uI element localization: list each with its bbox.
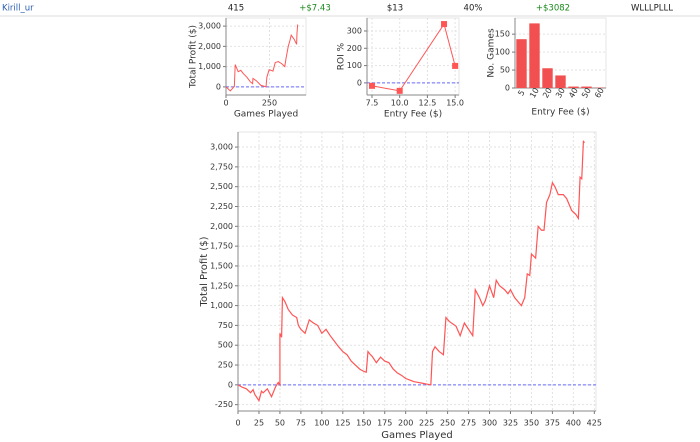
bar [555, 75, 566, 88]
x-axis-title: Games Played [381, 430, 453, 441]
x-tick-label: 125 [335, 419, 350, 428]
marker [368, 82, 375, 89]
chart: 0 100 200 300 7.5 10.0 12.5 15.0 Entry Fee ($) RO… [337, 17, 464, 120]
bar [581, 86, 592, 88]
x-axis-title: Games Played [234, 110, 298, 120]
bar [516, 39, 527, 88]
bar [568, 86, 579, 88]
x-tick-label: 0 [235, 419, 240, 428]
y-tick-label: 2,500 [210, 182, 233, 191]
y-tick-label: 0 [505, 84, 510, 93]
y-tick-label: 2,000 [210, 222, 233, 231]
x-tick-label: 5 [516, 89, 526, 98]
x-tick-label: 175 [377, 419, 392, 428]
marker [441, 21, 448, 28]
x-tick-label: 250 [262, 99, 277, 108]
bar [542, 68, 553, 88]
y-axis-title: Total Profit ($) [199, 236, 210, 307]
x-tick-label: 400 [566, 419, 581, 428]
x-tick-label: 25 [254, 419, 264, 428]
x-tick-label: 325 [503, 419, 518, 428]
chart: -25002505007501,0001,2501,5001,7502,0002… [199, 131, 602, 441]
x-tick-label: 350 [524, 419, 539, 428]
y-tick-label: 150 [495, 30, 510, 39]
avg-profit: +$7.43 [299, 4, 330, 14]
x-tick-label: 200 [398, 419, 413, 428]
y-axis-title: No. Games [487, 28, 497, 78]
x-tick-label: 40 [567, 86, 580, 99]
x-tick-label: 10 [528, 86, 541, 99]
total-profit: +$3082 [536, 4, 570, 14]
x-tick-label: 30 [554, 86, 567, 99]
player-row: Kirill_ur 415 +$7.43 $13 40% +$3082 WLLL… [0, 0, 700, 17]
player-name[interactable]: Kirill_ur [2, 4, 34, 14]
plot-area [237, 131, 597, 412]
x-tick-label: 375 [545, 419, 560, 428]
roi: 40% [464, 4, 483, 14]
y-tick-label: 1,250 [210, 281, 233, 290]
x-tick-label: 50 [275, 419, 285, 428]
streak: WLLLPLLL [631, 4, 673, 14]
x-axis-title: Entry Fee ($) [531, 108, 589, 118]
y-tick-label: 100 [347, 61, 362, 70]
x-tick-label: 225 [419, 419, 434, 428]
x-tick-label: 100 [314, 419, 329, 428]
x-tick-label: 7.5 [366, 99, 379, 108]
x-tick-label: 150 [356, 419, 371, 428]
bar [529, 23, 540, 89]
y-tick-label: -250 [215, 400, 233, 409]
y-tick-label: 500 [218, 341, 233, 350]
x-tick-label: 60 [593, 86, 606, 99]
y-tick-label: 3,000 [210, 143, 233, 152]
y-tick-label: 1,750 [210, 242, 233, 251]
x-tick-label: 250 [440, 419, 455, 428]
y-tick-label: 100 [495, 48, 510, 57]
avg-stake: $13 [387, 4, 403, 14]
x-tick-label: 10.0 [391, 99, 409, 108]
y-tick-label: 3,000 [198, 22, 221, 31]
x-tick-label: 75 [296, 419, 306, 428]
line [237, 140, 585, 403]
x-tick-label: 425 [587, 419, 602, 428]
line [371, 22, 456, 92]
chart: 0 1,000 2,000 3,000 0 250 Games Played Total Pr… [189, 17, 307, 120]
y-tick-label: 1,000 [198, 62, 221, 71]
x-axis-title: Entry Fee ($) [384, 110, 442, 120]
y-tick-label: 2,000 [198, 42, 221, 51]
x-tick-label: 15.0 [446, 99, 464, 108]
x-tick-label: 12.5 [419, 99, 437, 108]
y-tick-label: 250 [218, 361, 233, 370]
y-tick-label: 1,500 [210, 261, 233, 270]
x-tick-label: 300 [482, 419, 497, 428]
y-tick-label: 2,250 [210, 202, 233, 211]
y-tick-label: 750 [218, 321, 233, 330]
y-tick-label: 0 [228, 380, 233, 389]
y-tick-label: 200 [347, 44, 362, 53]
y-tick-label: 0 [216, 82, 221, 91]
marker [396, 87, 403, 94]
y-tick-label: 300 [347, 26, 362, 35]
x-tick-label: 275 [461, 419, 476, 428]
row-bg [0, 0, 700, 16]
x-tick-label: 20 [541, 86, 554, 99]
y-axis-title: ROI % [337, 42, 347, 70]
y-tick-label: 50 [500, 66, 510, 75]
x-tick-label: 50 [580, 86, 593, 99]
y-tick-label: 1,000 [210, 301, 233, 310]
games: 415 [228, 4, 244, 14]
marker [452, 62, 459, 69]
line [225, 24, 299, 92]
y-tick-label: 0 [357, 78, 362, 87]
x-tick-label: 0 [223, 99, 228, 108]
chart: 0 50 100 150 Entry Fee ($) No. Games 5 10 20 30 40… [487, 17, 607, 118]
y-axis-title: Total Profit ($) [189, 25, 199, 89]
y-tick-label: 2,750 [210, 162, 233, 171]
